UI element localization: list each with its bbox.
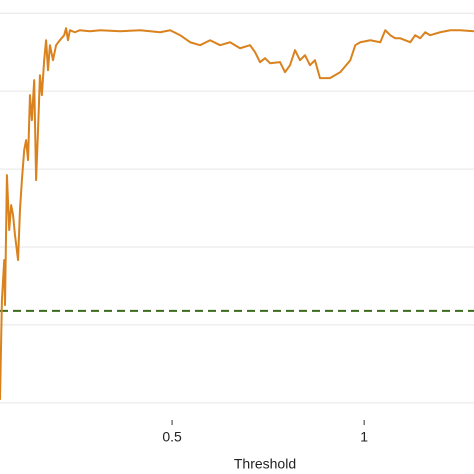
data-line	[0, 27, 474, 400]
x-axis-label: Threshold	[234, 456, 296, 472]
x-tick-label: 1	[360, 429, 368, 445]
x-tick-label: 0.5	[162, 429, 182, 445]
